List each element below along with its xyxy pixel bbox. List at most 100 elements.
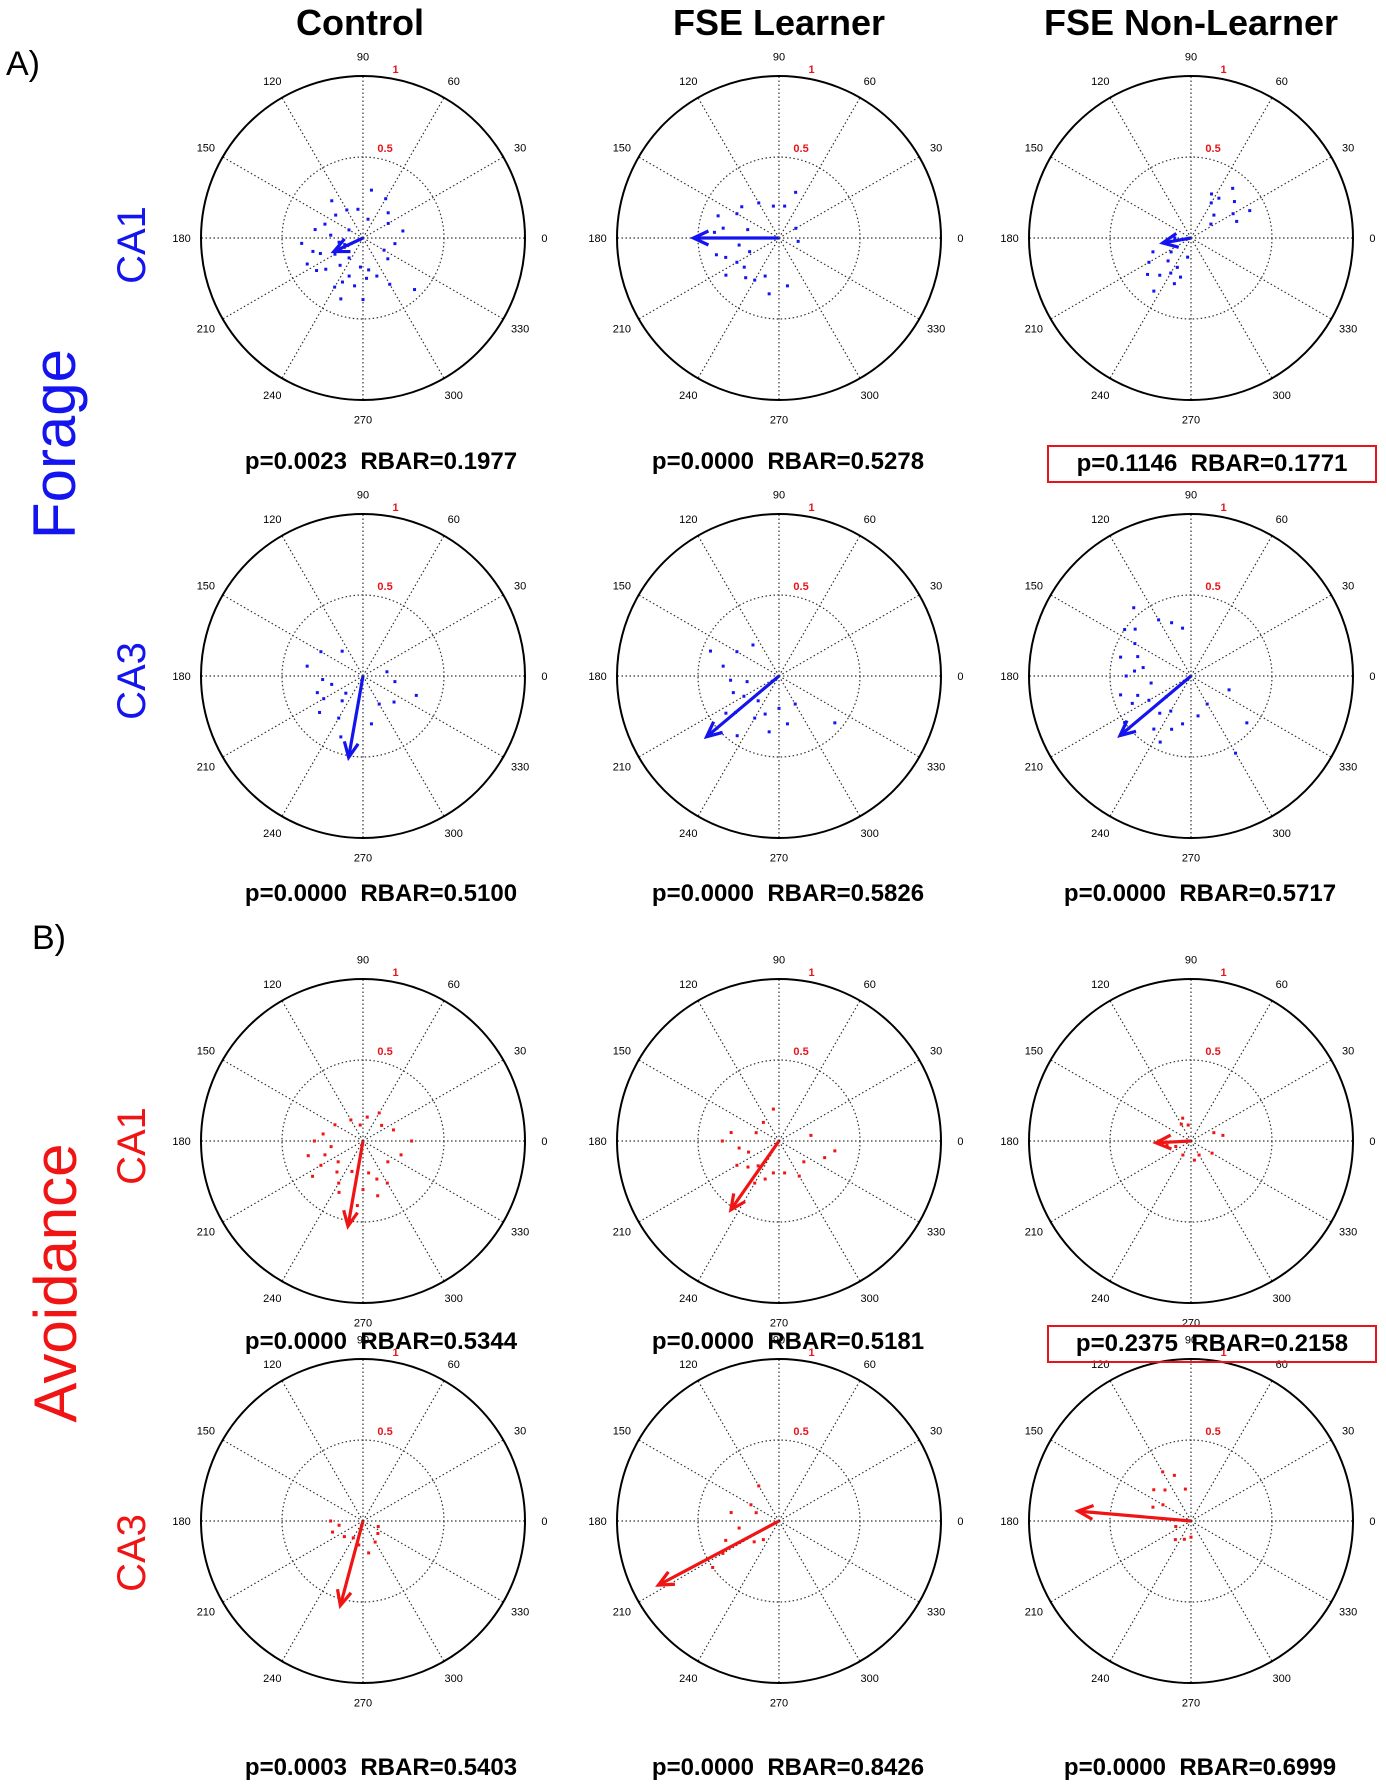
data-point bbox=[1152, 1488, 1156, 1492]
column-title-control: Control bbox=[296, 2, 424, 43]
data-point bbox=[714, 253, 718, 257]
data-point bbox=[343, 243, 347, 247]
data-point bbox=[771, 1107, 775, 1111]
spoke-210 bbox=[638, 675, 780, 758]
polar-plot-avoidance-ca3-fse-learner: 0 30 60 90 120 150 180 210 240 270 300 330 0.5 1 bbox=[588, 1335, 963, 1710]
radial-tick-label: 1 bbox=[1220, 1347, 1226, 1359]
spoke-120 bbox=[1109, 1380, 1192, 1522]
spoke-330 bbox=[1190, 1140, 1332, 1223]
data-point bbox=[1133, 642, 1137, 646]
data-point bbox=[340, 649, 344, 653]
angle-tick-label: 0 bbox=[957, 1136, 963, 1148]
spoke-120 bbox=[1109, 97, 1192, 239]
radial-ring bbox=[697, 1439, 861, 1603]
data-point bbox=[1197, 1153, 1201, 1157]
data-point bbox=[752, 1540, 756, 1544]
angle-tick-label: 150 bbox=[613, 1045, 631, 1057]
data-point bbox=[1245, 721, 1249, 725]
data-point bbox=[1181, 1153, 1185, 1157]
spoke-330 bbox=[778, 1520, 920, 1603]
mean-vector bbox=[705, 674, 781, 738]
data-point bbox=[1169, 250, 1173, 254]
data-point bbox=[375, 1177, 379, 1181]
data-point bbox=[1183, 1487, 1187, 1491]
outer-ring bbox=[1028, 978, 1354, 1304]
angle-tick-label: 150 bbox=[613, 142, 631, 154]
data-point bbox=[330, 199, 334, 203]
angle-tick-label: 180 bbox=[172, 233, 190, 245]
outer-ring bbox=[616, 513, 942, 839]
angle-tick-label: 120 bbox=[263, 979, 281, 991]
data-point bbox=[751, 643, 755, 647]
radial-tick-label: 0.5 bbox=[793, 1046, 808, 1058]
data-point bbox=[1123, 628, 1127, 632]
stat-avoidance-ca1-fse-learner: p=0.0000 RBAR=0.5181 bbox=[651, 1328, 925, 1355]
spoke-330 bbox=[778, 1140, 920, 1223]
spoke-330 bbox=[362, 1140, 504, 1223]
data-point bbox=[785, 722, 789, 726]
data-point bbox=[1147, 698, 1151, 702]
spoke-30 bbox=[362, 156, 504, 239]
data-point bbox=[324, 267, 328, 271]
angle-tick-label: 30 bbox=[1342, 580, 1354, 592]
data-point bbox=[1186, 255, 1190, 259]
mean-vector-arrowhead bbox=[342, 740, 360, 762]
angle-tick-label: 270 bbox=[770, 1697, 788, 1709]
data-point bbox=[1172, 1473, 1176, 1477]
radial-tick-label: 0.5 bbox=[793, 143, 808, 155]
data-point bbox=[1217, 196, 1221, 200]
data-point bbox=[735, 260, 739, 264]
angle-tick-label: 210 bbox=[613, 762, 631, 774]
spoke-30 bbox=[1190, 156, 1332, 239]
data-point bbox=[333, 252, 337, 256]
angle-tick-label: 270 bbox=[770, 852, 788, 864]
angle-tick-label: 330 bbox=[1339, 1607, 1357, 1619]
angle-tick-label: 150 bbox=[197, 1425, 215, 1437]
data-point bbox=[1227, 688, 1231, 692]
angle-tick-label: 210 bbox=[613, 324, 631, 336]
mean-vector bbox=[1077, 1509, 1192, 1523]
data-point bbox=[377, 702, 381, 706]
data-point bbox=[767, 292, 771, 296]
data-point bbox=[1212, 1131, 1216, 1135]
data-point bbox=[716, 214, 720, 218]
data-point bbox=[1149, 681, 1153, 685]
angle-tick-label: 90 bbox=[357, 1335, 369, 1347]
data-point bbox=[311, 1174, 315, 1178]
mean-vector bbox=[1155, 1139, 1192, 1145]
data-point bbox=[1170, 727, 1174, 731]
data-point bbox=[1165, 1143, 1169, 1147]
angle-tick-label: 240 bbox=[263, 1293, 281, 1305]
data-point bbox=[1158, 740, 1162, 744]
data-point bbox=[340, 280, 344, 284]
stat-forage-ca1-control: p=0.0023 RBAR=0.1977 bbox=[244, 448, 518, 475]
data-point bbox=[1174, 1145, 1178, 1149]
data-point bbox=[724, 1538, 728, 1542]
angle-tick-label: 300 bbox=[1273, 828, 1291, 840]
angle-tick-label: 0 bbox=[541, 1136, 547, 1148]
angle-tick-label: 60 bbox=[864, 514, 876, 526]
data-point bbox=[708, 649, 712, 653]
outer-ring bbox=[200, 75, 526, 401]
data-point bbox=[1181, 722, 1185, 726]
data-point bbox=[319, 650, 323, 654]
spoke-60 bbox=[362, 97, 445, 239]
data-point bbox=[392, 700, 396, 704]
data-point bbox=[361, 298, 365, 302]
data-point bbox=[413, 288, 417, 292]
radial-tick-label: 0.5 bbox=[377, 1046, 392, 1058]
data-point bbox=[336, 1160, 340, 1164]
data-point bbox=[315, 691, 319, 695]
radial-tick-label: 1 bbox=[392, 64, 398, 76]
angle-tick-label: 30 bbox=[514, 142, 526, 154]
data-point bbox=[793, 702, 797, 706]
angle-tick-label: 300 bbox=[445, 390, 463, 402]
data-point bbox=[1232, 200, 1236, 204]
angle-tick-label: 30 bbox=[930, 580, 942, 592]
data-point bbox=[1151, 1505, 1155, 1509]
mean-vector-arrowhead bbox=[1074, 1503, 1095, 1521]
spoke-330 bbox=[362, 675, 504, 758]
data-point bbox=[365, 1115, 369, 1119]
data-point bbox=[737, 1146, 741, 1150]
data-point bbox=[339, 297, 343, 301]
